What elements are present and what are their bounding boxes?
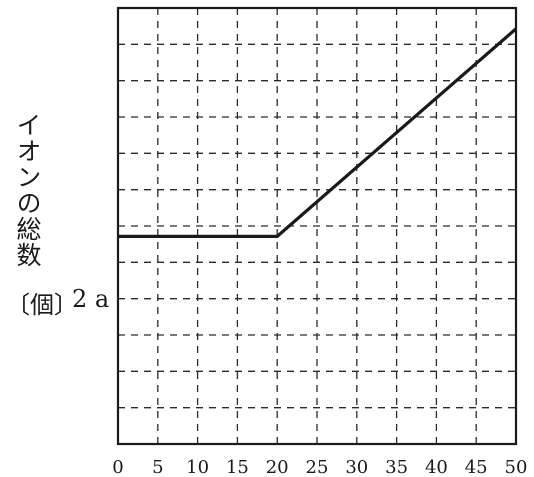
x-tick-label: 25 [306,457,329,477]
x-tick-label: 0 [112,457,123,477]
x-tick-label: 40 [425,457,448,477]
x-tick-label: 35 [385,457,408,477]
x-tick-label: 10 [186,457,209,477]
x-tick-label: 45 [465,457,488,477]
y-tick-label-2a: 2 a [72,285,110,313]
x-tick-label: 20 [266,457,289,477]
x-tick-label: 30 [345,457,368,477]
series-line [118,27,518,238]
x-tick-label: 5 [152,457,163,477]
x-tick-label: 15 [226,457,249,477]
x-tick-label: 50 [505,457,528,477]
y-axis-unit: 〔個〕 [6,291,78,319]
plot-frame [116,6,518,446]
y-axis-label: イオンの総数 [13,112,42,268]
